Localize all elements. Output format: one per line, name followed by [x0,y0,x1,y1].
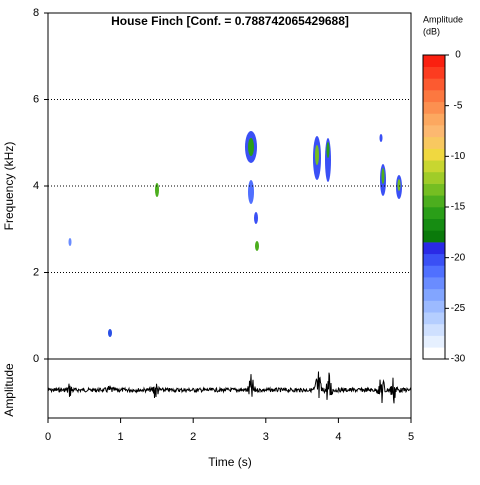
x-tick-label: 1 [118,431,124,443]
y-axis-label: Frequency (kHz) [2,142,16,231]
y-tick-label: 2 [33,266,39,278]
x-tick-label: 4 [335,431,341,443]
colorbar-cell [423,90,445,103]
blob [155,183,159,197]
colorbar-cell [423,277,445,290]
colorbar-cell [423,207,445,219]
blob [248,138,254,156]
blob [379,134,383,142]
colorbar-cell [423,171,445,184]
colorbar-tick-label: -5 [454,100,463,111]
colorbar-cell [423,253,445,266]
blob [254,212,258,224]
colorbar-cell [423,183,445,196]
blob [325,138,331,182]
spectrogram-blobs [68,131,402,337]
colorbar-cell [423,300,445,313]
colorbar-tick-label: -25 [451,303,466,314]
colorbar-tick-label: -30 [451,354,466,365]
colorbar-cell [423,312,445,325]
colorbar-cell [423,347,445,360]
blob [326,142,330,158]
amplitude-axis-label: Amplitude [2,363,16,417]
blob [397,179,401,191]
waveform-frame [47,358,412,419]
colorbar-tick-label: -10 [451,151,466,162]
colorbar-cell [423,148,445,161]
blob [248,180,254,204]
colorbar-cell [423,66,445,79]
y-tick-label: 6 [33,93,39,105]
blob [315,145,319,165]
colorbar-cell [423,288,445,301]
colorbar-tick-label: 0 [455,50,461,61]
colorbar-cell [423,218,445,231]
x-axis-label: Time (s) [208,455,252,469]
y-tick-label: 8 [33,7,39,19]
y-tick-label: 4 [33,180,39,192]
x-tick-label: 5 [408,431,414,443]
colorbar-cell [423,160,445,173]
colorbar-cell [423,230,445,243]
colorbar-tick-label: -20 [451,252,466,263]
blob [255,241,259,251]
x-tick-label: 3 [263,431,269,443]
colorbar-cell [423,101,445,114]
colorbar-cell [423,55,445,67]
y-tick-label: 0 [33,353,39,365]
colorbar-cell [423,195,445,208]
colorbar-cell [423,136,445,149]
colorbar-unit: (dB) [423,26,440,36]
colorbar-cell [423,113,445,126]
colorbar-cell [423,78,445,91]
colorbar-tick-label: -15 [451,202,466,213]
blob [381,168,385,184]
colorbar-cell [423,125,445,138]
x-tick-label: 2 [190,431,196,443]
colorbar-cell [423,242,445,255]
blob [68,238,72,246]
waveform [47,371,412,404]
colorbar-cell [423,265,445,278]
chart-title: House Finch [Conf. = 0.788742065429688] [111,14,349,28]
blob [108,329,112,337]
colorbar-cell [423,335,445,348]
x-tick-label: 0 [45,431,51,443]
colorbar-title: Amplitude [423,14,463,24]
colorbar-cell [423,323,445,336]
